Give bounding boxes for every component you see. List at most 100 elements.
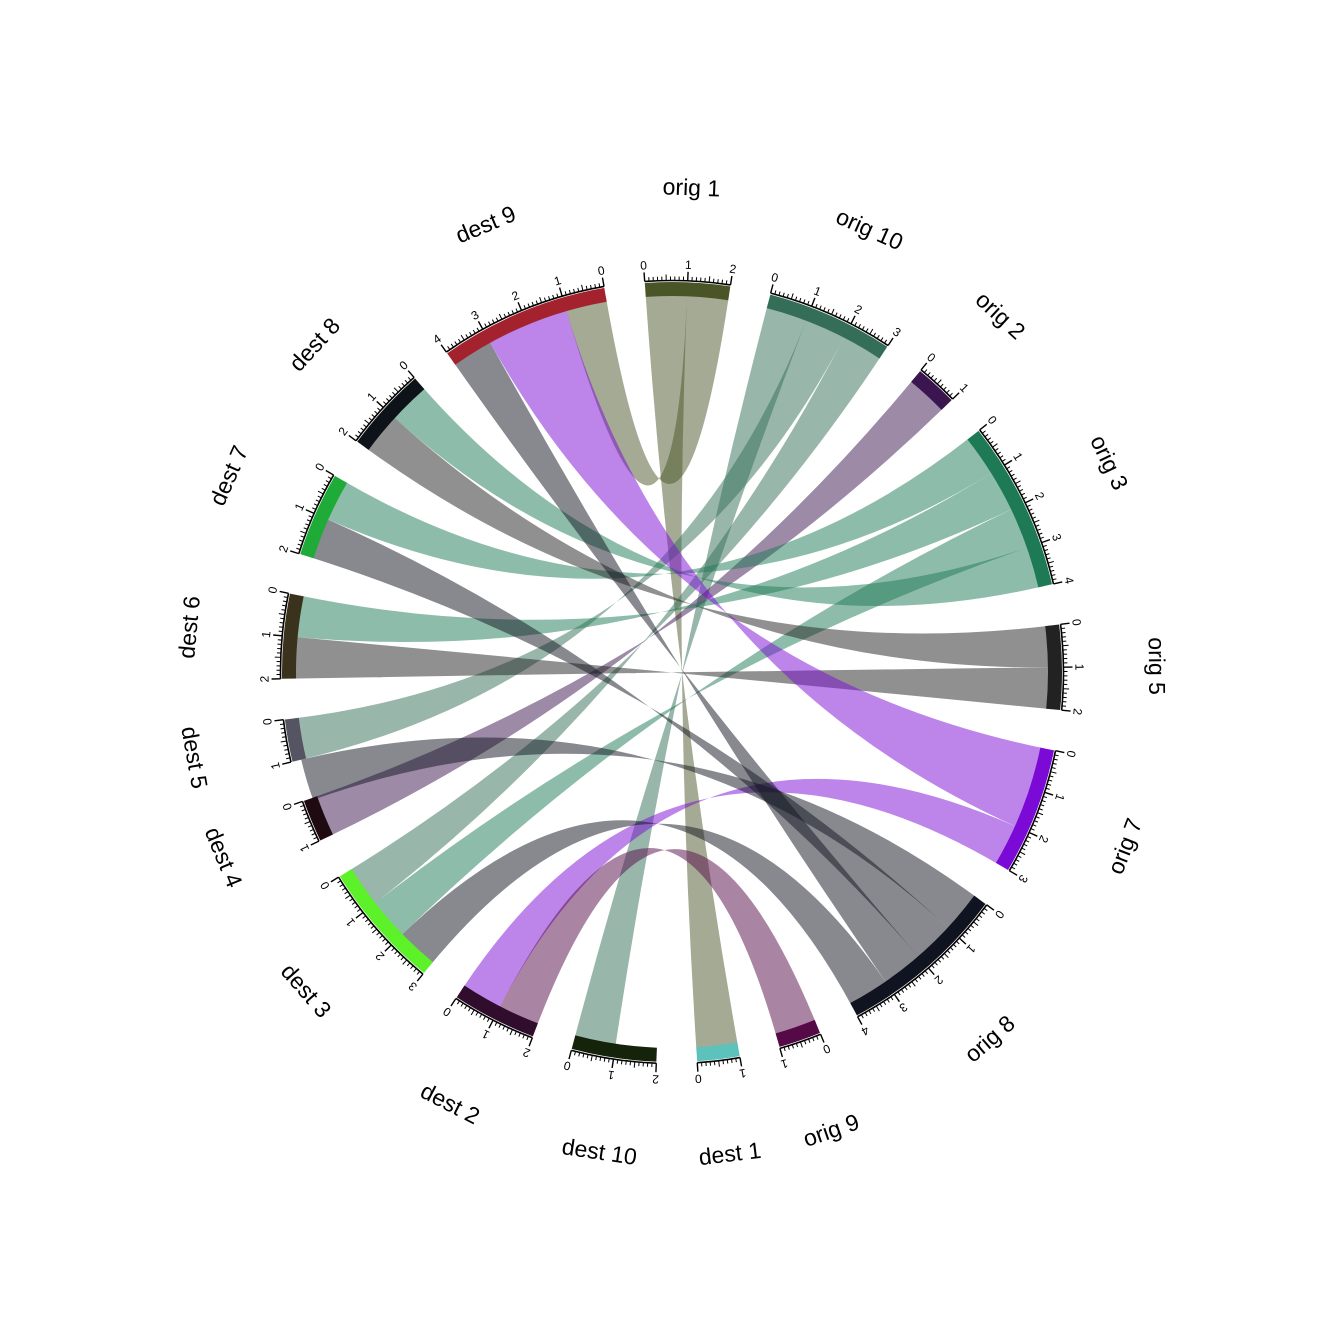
axis-major-tick [290,550,300,555]
axis-tick-label: 4 [859,1023,872,1039]
axis-major-tick [1008,870,1018,876]
axis-minor-tick [982,430,986,434]
axis-minor-tick [886,998,890,1003]
axis-major-tick [325,469,334,476]
axis-minor-tick [1014,480,1021,485]
axis-minor-tick [873,332,877,337]
axis-major-tick [1024,498,1034,504]
axis-major-tick [643,272,646,282]
axis-minor-tick [880,337,884,342]
axis-minor-tick [371,928,378,934]
axis-tick-label: 1 [268,761,283,771]
axis-minor-tick [582,1053,585,1058]
axis-minor-tick [323,483,328,487]
sector-track-dest-8 [357,378,425,450]
axis-minor-tick [552,294,555,299]
axis-major-tick [1060,622,1070,625]
chord-orig-5-to-dest-8 [364,414,1053,668]
axis-minor-tick [284,748,289,751]
chord-orig-3-to-dest-3 [371,507,1032,938]
axis-tick-label: 1 [1072,664,1086,671]
axis-major-tick [811,297,816,307]
axis-minor-tick [360,427,365,431]
chord-orig-1-to-dest-9 [565,291,729,486]
axis-minor-tick [502,1025,506,1030]
axis-minor-tick [460,1002,464,1007]
axis-minor-tick [812,1037,815,1042]
axis-minor-tick [890,996,894,1001]
axis-tick-label: 2 [1070,708,1085,716]
axis-minor-tick [394,950,398,955]
axis-minor-tick [918,975,922,980]
sector-axis-orig-3 [979,429,1055,585]
axis-minor-tick [467,1007,471,1012]
axis-minor-tick [858,324,861,329]
axis-minor-tick [608,1058,610,1063]
axis-minor-tick [943,953,949,959]
axis-minor-tick [1041,800,1046,803]
axis-minor-tick [1030,828,1035,831]
axis-minor-tick [970,924,975,929]
axis-minor-tick [494,1021,498,1026]
sector-label-dest-8: dest 8 [284,312,345,376]
sector-label-dest-6: dest 6 [173,595,205,660]
sector-label-orig-1: orig 1 [662,173,721,201]
axis-minor-tick [280,727,285,730]
chord-orig-10-to-dest-3 [347,333,883,907]
axis-minor-tick [1049,565,1054,568]
axis-tick-label: 0 [640,258,648,272]
axis-minor-tick [815,303,818,309]
axis-tick-label: 3 [1015,872,1031,885]
sector-axis-dest-10 [571,1049,657,1064]
axis-minor-tick [1011,866,1016,870]
axis-minor-tick [339,884,344,888]
axis-minor-tick [1006,466,1011,470]
axis-tick-label: 0 [265,585,280,595]
axis-minor-tick [526,1035,529,1041]
axis-minor-tick [386,398,390,402]
axis-minor-tick [590,1055,593,1062]
axis-minor-tick [721,279,724,284]
axis-minor-tick [1052,578,1057,581]
axis-minor-tick [578,1052,581,1057]
axis-minor-tick [283,744,288,747]
axis-minor-tick [1039,536,1044,540]
axis-minor-tick [838,314,842,319]
axis-minor-tick [345,894,351,899]
axis-minor-tick [460,334,465,341]
axis-minor-tick [483,1015,486,1020]
sector-axis-orig-1 [644,279,731,286]
axis-minor-tick [383,401,387,405]
axis-major-tick [850,315,856,325]
axis-tick-label: 2 [1032,490,1048,502]
axis-minor-tick [1035,524,1040,527]
axis-minor-tick [1054,754,1059,757]
axis-tick-label: 2 [510,288,522,304]
sector-label-dest-7: dest 7 [204,442,253,510]
axis-minor-tick [807,300,810,305]
axis-major-tick [384,944,392,952]
axis-minor-tick [1037,812,1044,816]
axis-minor-tick [864,1012,868,1017]
axis-major-tick [488,1019,494,1029]
axis-minor-tick [1038,808,1043,811]
axis-major-tick [355,911,364,919]
axis-minor-tick [479,1013,483,1018]
axis-tick-label: 1 [738,1066,747,1081]
axis-minor-tick [1051,574,1056,577]
axis-minor-tick [456,1000,460,1005]
axis-minor-tick [994,448,999,452]
axis-minor-tick [983,907,988,912]
axis-tick-label: 3 [469,307,482,323]
sector-tracks [282,282,1062,1062]
axis-minor-tick [1021,847,1026,851]
axis-major-tick [696,1062,699,1072]
axis-tick-label: 4 [1061,575,1076,585]
axis-minor-tick [842,316,846,321]
axis-minor-tick [515,308,519,313]
axis-major-tick [568,1050,573,1060]
axis-minor-tick [726,1059,729,1064]
axis-minor-tick [1036,528,1041,531]
